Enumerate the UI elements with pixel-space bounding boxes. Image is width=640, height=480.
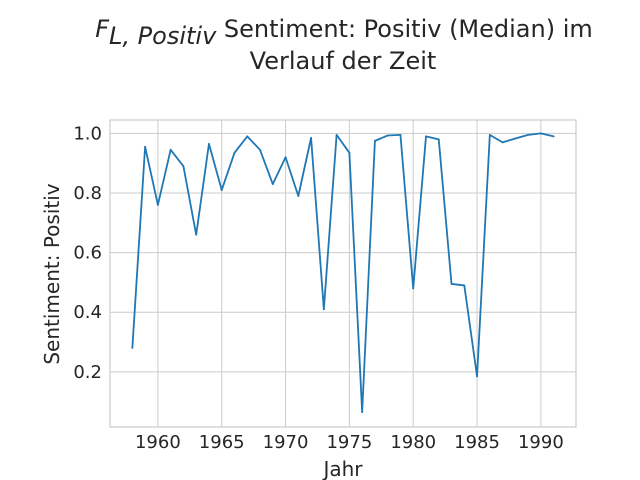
data-point	[284, 156, 287, 159]
x-tick-label: 1960	[135, 432, 181, 453]
data-point	[412, 287, 415, 290]
data-point	[144, 145, 147, 148]
data-point	[552, 135, 555, 138]
x-axis-label: Jahr	[321, 457, 363, 480]
data-point	[297, 195, 300, 197]
data-point	[182, 165, 185, 168]
data-point	[476, 375, 478, 378]
data-point	[195, 233, 198, 236]
data-point	[437, 138, 440, 141]
x-tick-label: 1985	[454, 432, 500, 453]
data-point	[399, 134, 402, 136]
chart-title-rest: Sentiment: Positiv (Median) im	[216, 15, 592, 43]
data-point	[208, 142, 210, 145]
data-point	[348, 151, 351, 154]
series-line	[131, 132, 554, 414]
data-point	[386, 134, 389, 137]
y-tick-label: 0.6	[73, 243, 102, 264]
data-point	[527, 134, 530, 136]
y-axis-label: Sentiment: Positiv	[40, 183, 64, 364]
x-tick-label: 1990	[518, 432, 564, 453]
x-grid	[157, 120, 542, 427]
data-point	[271, 183, 274, 185]
data-point	[220, 189, 223, 191]
y-tick-label: 0.4	[73, 302, 102, 323]
data-point	[335, 134, 338, 136]
y-grid	[110, 132, 576, 373]
data-point	[450, 283, 453, 285]
chart-title-math-base: F	[95, 15, 110, 43]
x-tick-label: 1975	[326, 432, 372, 453]
data-point	[463, 284, 466, 287]
data-point	[322, 308, 325, 311]
data-point	[310, 136, 312, 139]
y-tick-labels: 0.2 0.4 0.6 0.8 1.0	[73, 123, 102, 382]
x-tick-labels: 1960 1965 1970 1975 1980 1985 1990	[135, 432, 564, 453]
series-layer	[131, 132, 555, 414]
chart-title-line-1: FL, Positiv Sentiment: Positiv (Median) …	[95, 15, 593, 50]
data-point	[425, 135, 427, 138]
y-tick-label: 0.8	[73, 183, 102, 204]
chart-title-math-subscript: L, Positiv	[109, 22, 217, 50]
chart-title: FL, Positiv Sentiment: Positiv (Median) …	[95, 15, 593, 75]
y-tick-label: 0.2	[73, 362, 102, 383]
data-point	[156, 204, 159, 206]
data-point	[374, 139, 376, 142]
y-tick-label: 1.0	[73, 123, 102, 144]
data-point	[169, 148, 172, 151]
chart-title-line-2: Verlauf der Zeit	[250, 47, 437, 75]
data-point	[539, 132, 542, 135]
data-point	[501, 141, 504, 144]
data-point	[259, 148, 261, 151]
x-tick-label: 1965	[199, 432, 245, 453]
data-point	[233, 151, 236, 154]
data-point	[361, 411, 364, 413]
plot-frame	[109, 119, 577, 428]
x-tick-label: 1980	[390, 432, 436, 453]
x-tick-label: 1970	[263, 432, 309, 453]
data-point	[488, 134, 491, 136]
data-point	[246, 135, 249, 138]
data-point	[514, 137, 517, 140]
data-point	[131, 347, 134, 349]
